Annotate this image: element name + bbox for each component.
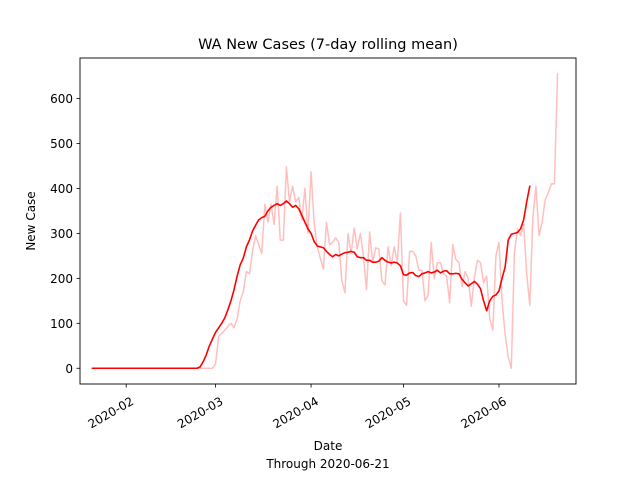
y-tick-label: 300 — [50, 227, 73, 241]
y-tick-label: 200 — [50, 272, 73, 286]
y-axis-ticks: 0 100 200 300 400 500 600 — [50, 92, 80, 376]
rolling-mean-line — [91, 185, 531, 370]
daily-cases-line — [91, 72, 559, 370]
y-tick-label: 400 — [50, 182, 73, 196]
x-axis-sublabel: Through 2020-06-21 — [265, 457, 389, 471]
series-layer — [91, 72, 559, 370]
x-axis-label: Date — [314, 439, 343, 453]
y-tick-label: 500 — [50, 137, 73, 151]
y-axis-label: New Case — [24, 191, 38, 250]
plot-frame — [79, 57, 577, 385]
y-tick-label: 600 — [50, 92, 73, 106]
chart-title: WA New Cases (7-day rolling mean) — [198, 37, 458, 53]
y-tick-label: 100 — [50, 317, 73, 331]
y-tick-label: 0 — [65, 362, 73, 376]
